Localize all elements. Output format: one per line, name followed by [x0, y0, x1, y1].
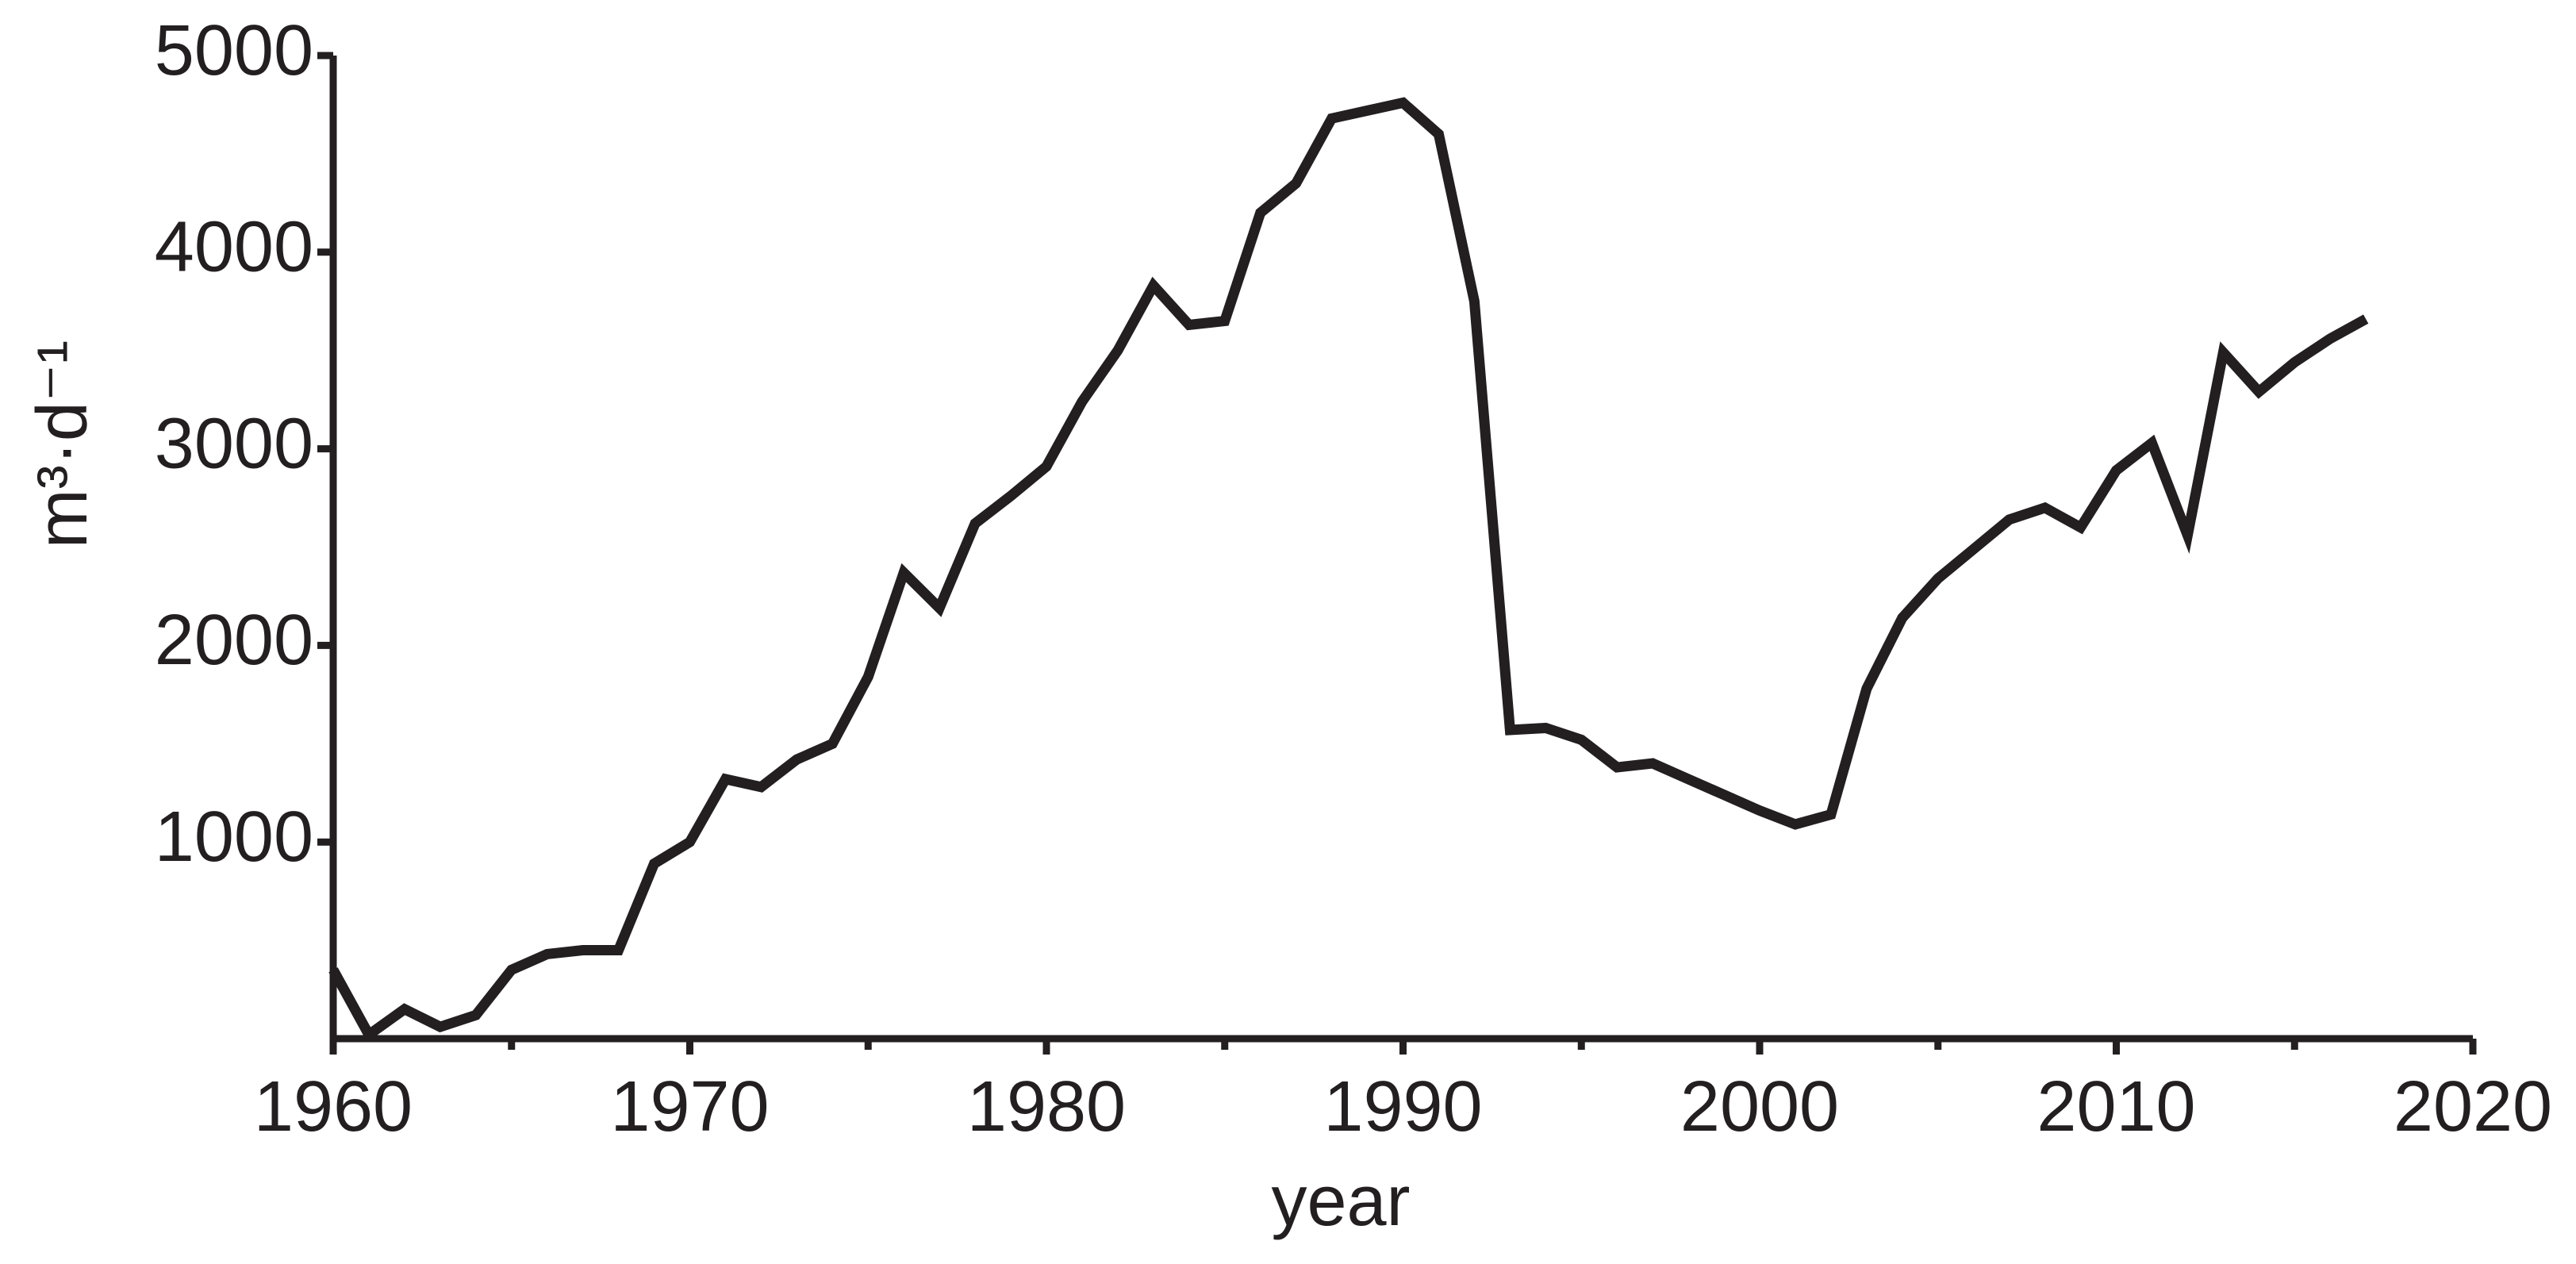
x-tick-label: 2000 — [1680, 1067, 1839, 1147]
x-tick-label: 1970 — [610, 1067, 769, 1147]
x-axis-label: year — [1271, 1162, 1410, 1241]
data-line — [328, 97, 2369, 1043]
x-tick-label: 1980 — [967, 1067, 1126, 1147]
y-tick-label: 2000 — [155, 601, 313, 680]
y-axis-label: m³·d⁻¹ — [23, 340, 102, 548]
x-tick-label: 2020 — [2394, 1067, 2552, 1147]
y-tick-label: 3000 — [155, 404, 313, 483]
x-tick-label: 1990 — [1323, 1067, 1482, 1147]
y-tick-label: 4000 — [155, 208, 313, 287]
x-tick-label: 1960 — [254, 1067, 413, 1147]
y-tick-label: 5000 — [155, 11, 313, 90]
y-tick-label: 1000 — [155, 797, 313, 877]
x-tick-label: 2010 — [2037, 1067, 2195, 1147]
